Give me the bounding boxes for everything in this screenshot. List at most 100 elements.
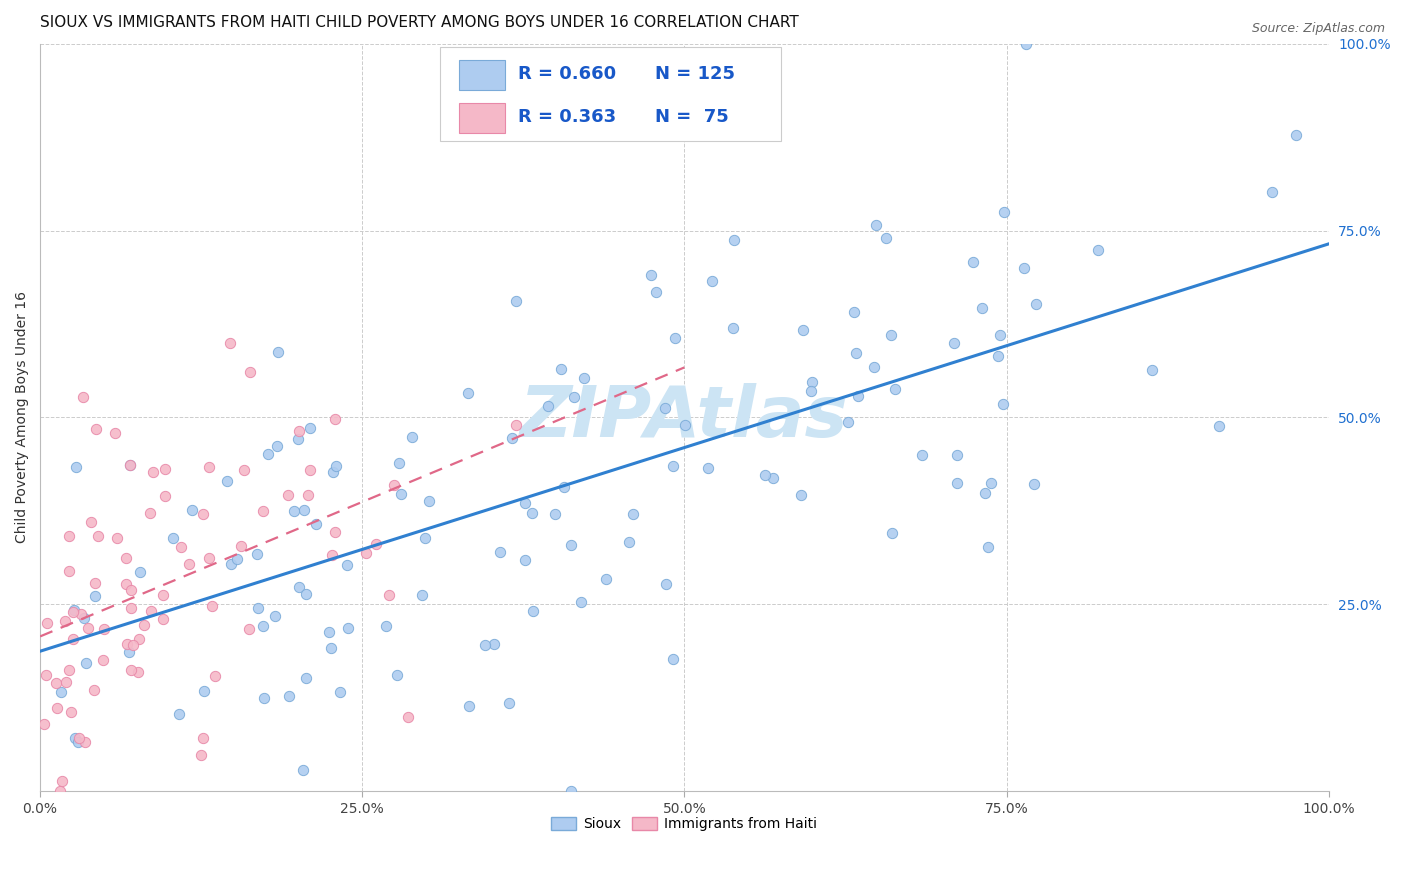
Point [418, 494, 440, 508]
Point [134, 618, 156, 632]
Point [987, 350, 1010, 364]
Point [560, 784, 582, 798]
Point [153, 462, 176, 476]
Point [121, 663, 143, 677]
Point [482, 637, 505, 651]
Point [49, 684, 72, 698]
Point [292, 763, 315, 777]
Point [239, 365, 262, 379]
Point [198, 459, 221, 474]
Point [283, 504, 305, 518]
Point [644, 285, 666, 299]
Point [323, 412, 346, 426]
Point [180, 503, 202, 517]
Point [84, 589, 107, 603]
Point [880, 525, 903, 540]
Point [569, 595, 592, 609]
Point [619, 535, 641, 549]
Point [474, 638, 496, 652]
Point [72, 390, 94, 404]
Point [993, 205, 1015, 219]
Point [297, 487, 319, 501]
Point [264, 608, 287, 623]
Point [246, 548, 269, 562]
Point [80, 516, 103, 530]
Point [104, 425, 127, 440]
Point [318, 624, 340, 639]
Point [215, 474, 238, 488]
Point [299, 463, 322, 477]
Point [66, 735, 89, 749]
Point [319, 641, 342, 656]
Text: Source: ZipAtlas.com: Source: ZipAtlas.com [1251, 22, 1385, 36]
Point [1140, 362, 1163, 376]
Point [336, 558, 359, 572]
Point [142, 465, 165, 479]
Point [377, 588, 399, 602]
Point [489, 545, 512, 559]
Point [53, 615, 76, 629]
Point [118, 458, 141, 473]
Point [253, 691, 276, 706]
Point [911, 448, 934, 462]
Point [374, 618, 396, 632]
Point [167, 706, 190, 721]
Point [83, 576, 105, 591]
Point [219, 335, 242, 350]
Point [945, 475, 967, 490]
Point [321, 548, 343, 562]
Text: R = 0.660: R = 0.660 [519, 65, 616, 84]
Point [842, 305, 865, 319]
Point [980, 475, 1002, 490]
Point [522, 604, 544, 618]
Point [550, 362, 572, 376]
Point [700, 274, 723, 288]
Point [553, 480, 575, 494]
Point [792, 322, 814, 336]
Point [204, 669, 226, 683]
Point [962, 255, 984, 269]
Point [762, 471, 785, 485]
Point [257, 447, 280, 461]
Point [34, 717, 56, 731]
Point [67, 731, 90, 745]
Point [880, 327, 903, 342]
Point [122, 638, 145, 652]
Point [288, 424, 311, 438]
Point [396, 710, 419, 724]
Point [875, 231, 897, 245]
Point [1014, 37, 1036, 51]
Point [93, 653, 115, 667]
Text: ZIPAtlas: ZIPAtlas [520, 383, 849, 452]
Point [654, 401, 676, 415]
Point [190, 748, 212, 763]
Point [537, 399, 560, 413]
Point [513, 553, 536, 567]
Point [139, 604, 162, 618]
Point [129, 565, 152, 579]
Point [62, 632, 84, 647]
Point [988, 327, 1011, 342]
Point [35, 615, 58, 630]
Point [118, 645, 141, 659]
Point [120, 601, 142, 615]
Point [754, 467, 776, 482]
Point [238, 622, 260, 636]
Point [278, 689, 301, 703]
Point [246, 601, 269, 615]
Point [520, 506, 543, 520]
Point [865, 219, 887, 233]
Point [574, 371, 596, 385]
Text: N =  75: N = 75 [655, 109, 728, 127]
Point [118, 458, 141, 472]
Point [946, 449, 969, 463]
Point [294, 587, 316, 601]
Point [800, 375, 823, 389]
Point [623, 507, 645, 521]
Point [305, 516, 328, 531]
Point [83, 683, 105, 698]
Point [640, 268, 662, 282]
Y-axis label: Child Poverty Among Boys Under 16: Child Poverty Among Boys Under 16 [15, 292, 30, 543]
Point [139, 506, 162, 520]
FancyBboxPatch shape [440, 47, 780, 141]
